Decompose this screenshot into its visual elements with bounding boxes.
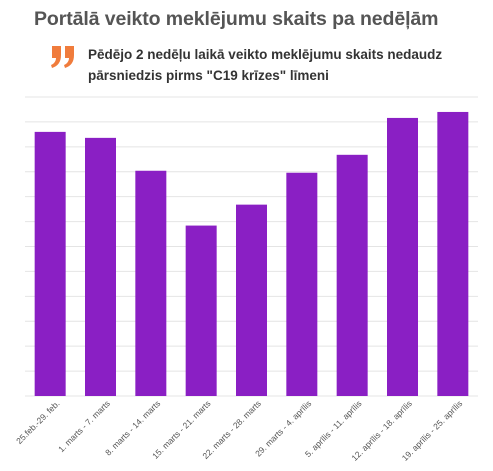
bar-4 — [236, 204, 267, 396]
x-tick-label: 8. marts - 14. marts — [103, 398, 162, 457]
chart-title: Portālā veikto meklējumu skaits pa nedēļ… — [34, 8, 439, 30]
bar-2 — [135, 170, 167, 396]
bar-1 — [85, 137, 116, 396]
bars — [34, 111, 469, 397]
chart-subtitle: Pēdējo 2 nedēļu laikā veikto meklējumu s… — [88, 47, 443, 83]
quote-mark-icon — [51, 46, 74, 68]
bar-8 — [437, 111, 469, 396]
bar-6 — [336, 154, 368, 396]
bar-7 — [387, 117, 418, 397]
bar-5 — [286, 172, 318, 396]
bar-3 — [185, 225, 217, 396]
x-tick-label: 25.feb.-29. feb. — [14, 398, 62, 446]
bar-0 — [34, 131, 66, 396]
x-tick-label: 1. marts - 7. marts — [56, 398, 112, 454]
